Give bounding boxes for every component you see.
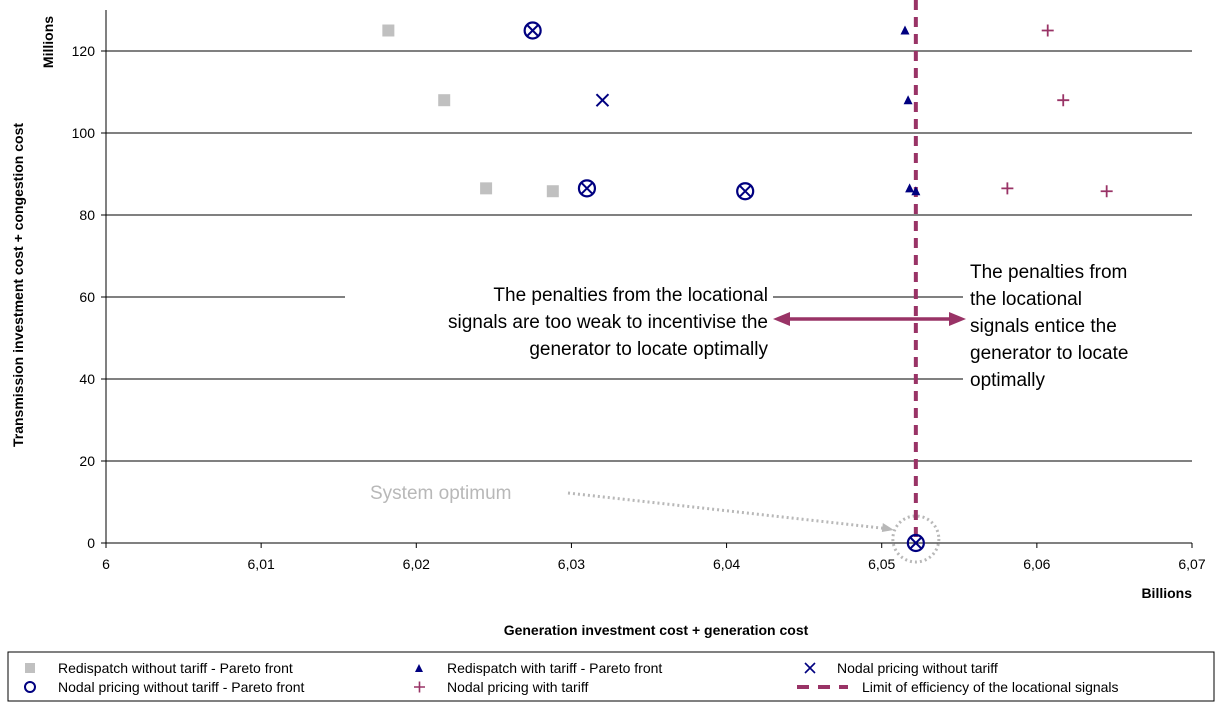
series-plus	[1001, 24, 1113, 198]
annotation-left-bg	[345, 278, 773, 372]
legend-entry: Nodal pricing without tariff	[804, 660, 998, 676]
legend-marker-square	[25, 663, 35, 673]
optimum-arrow	[567, 491, 891, 531]
legend-label: Redispatch with tariff - Pareto front	[447, 660, 662, 676]
legend-entry: Nodal pricing without tariff - Pareto fr…	[24, 679, 305, 695]
annotation-left-line: signals are too weak to incentivise the	[448, 312, 768, 333]
legend-entry: Nodal pricing with tariff	[414, 679, 588, 695]
point-triangle	[903, 95, 913, 105]
legend-label: Limit of efficiency of the locational si…	[862, 679, 1119, 695]
point-square	[546, 185, 559, 198]
legend-marker-triangle	[415, 664, 423, 672]
x-tick-label: 6,07	[1178, 556, 1205, 572]
annotation-right-line: generator to locate	[970, 343, 1128, 364]
legend-label: Redispatch without tariff - Pareto front	[58, 660, 293, 676]
y-axis-title: Transmission investment cost + congestio…	[10, 123, 26, 447]
axis-titles: Generation investment cost + generation …	[10, 16, 1192, 638]
series-circle	[523, 21, 925, 553]
point-circle	[577, 179, 597, 198]
series-x	[525, 23, 923, 550]
annotation-right-line: optimally	[970, 370, 1045, 391]
annotation-left-line: The penalties from the locational	[493, 285, 768, 306]
point-triangle	[911, 186, 921, 196]
x-tick-label: 6,05	[868, 556, 895, 572]
y-tick-label: 40	[79, 371, 95, 387]
x-tick-label: 6,06	[1023, 556, 1050, 572]
annotation-right-bg	[963, 252, 1195, 400]
x-tick-label: 6,03	[558, 556, 585, 572]
annotations: The penalties from the locational signals…	[345, 252, 1195, 564]
y-unit-label: Millions	[40, 16, 56, 68]
x-tick-label: 6,04	[713, 556, 740, 572]
point-x	[738, 184, 752, 198]
legend-label: Nodal pricing with tariff	[447, 679, 588, 695]
arrow-head-right	[949, 312, 966, 326]
arrow-head-left	[773, 312, 790, 326]
x-tick-label: 6,01	[248, 556, 275, 572]
annotation-right-line: the locational	[970, 289, 1082, 310]
optimum-circle	[891, 514, 941, 564]
legend-marker-x	[804, 662, 816, 674]
optimum-label: System optimum	[370, 483, 511, 504]
annotation-left-line: generator to locate optimally	[529, 339, 768, 360]
point-plus	[1057, 94, 1070, 107]
point-square	[480, 182, 493, 195]
point-circle	[906, 533, 925, 553]
optimum-arrow-head	[881, 523, 894, 532]
point-plus	[1001, 182, 1014, 195]
legend-box	[7, 651, 1215, 702]
x-tick-label: 6	[102, 556, 110, 572]
y-tick-label: 100	[72, 125, 96, 141]
point-x	[909, 536, 923, 550]
legend-entry: Redispatch without tariff - Pareto front	[25, 660, 293, 676]
legend-marker-plus	[414, 681, 425, 693]
x-axis-title: Generation investment cost + generation …	[504, 622, 809, 638]
y-tick-label: 60	[79, 289, 95, 305]
legend-label: Nodal pricing without tariff - Pareto fr…	[58, 679, 305, 695]
y-tick-label: 0	[87, 535, 95, 551]
plot-frame	[105, 10, 1192, 544]
annotation-right-line: The penalties from	[970, 262, 1127, 283]
series-triangle	[900, 25, 921, 196]
legend-entry: Limit of efficiency of the locational si…	[797, 679, 1119, 695]
point-triangle	[900, 25, 910, 35]
x-tick-label: 6,02	[403, 556, 430, 572]
point-plus	[1100, 185, 1113, 198]
legend: Redispatch without tariff - Pareto front…	[7, 651, 1215, 702]
legend-marker-circle	[24, 681, 36, 693]
annotation-right-line: signals entice the	[970, 316, 1117, 337]
point-triangle	[905, 183, 915, 193]
point-square	[382, 24, 395, 37]
point-x	[595, 93, 610, 107]
x-unit-label: Billions	[1141, 585, 1192, 601]
legend-entry: Redispatch with tariff - Pareto front	[415, 660, 662, 676]
point-circle	[523, 21, 542, 40]
y-tick-label: 20	[79, 453, 95, 469]
y-tick-label: 80	[79, 207, 95, 223]
ticks: 0 20 40 60 80 100 120 6 6,01 6,02 6,03 6,04 6,05 6,06…	[72, 43, 1206, 572]
y-tick-label: 120	[72, 43, 96, 59]
point-x	[525, 23, 540, 38]
point-circle	[736, 182, 755, 201]
marks	[382, 0, 1113, 553]
series-square	[382, 24, 559, 198]
point-square	[438, 94, 451, 107]
point-plus	[1041, 24, 1054, 37]
point-x	[580, 181, 594, 196]
legend-label: Nodal pricing without tariff	[837, 660, 998, 676]
